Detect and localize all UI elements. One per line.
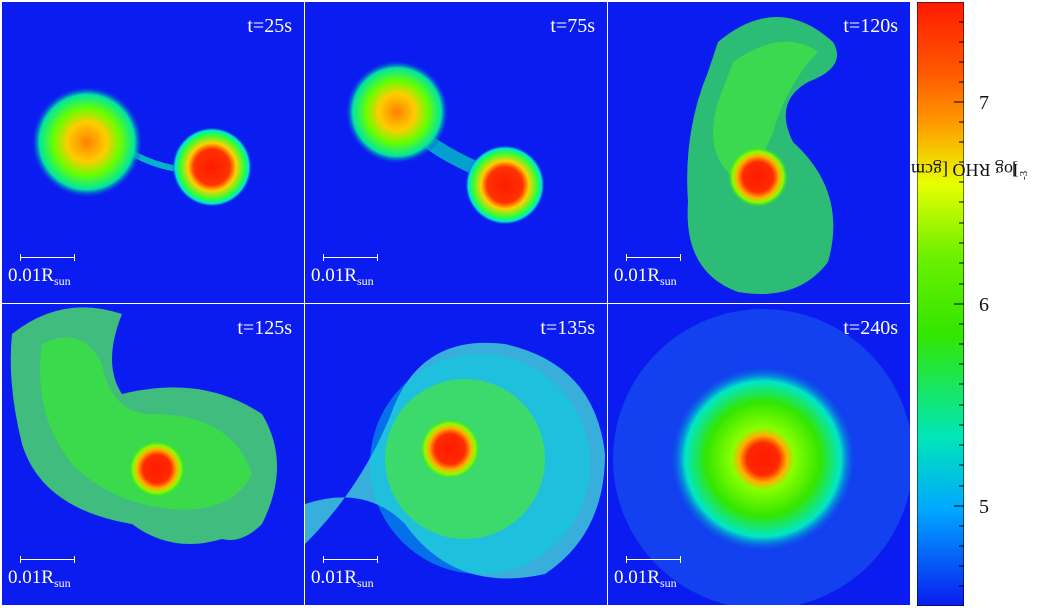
scale-bar <box>20 254 75 262</box>
scale-label: 0.01Rsun <box>311 265 374 288</box>
scale-label: 0.01Rsun <box>614 265 677 288</box>
colorbar-tick-label: 7 <box>979 92 989 114</box>
scale-bar <box>323 556 378 564</box>
density-map <box>345 60 545 225</box>
panel-grid: t=25s 0.01Rsun <box>2 2 911 606</box>
scale-label: 0.01Rsun <box>8 567 71 590</box>
time-label: t=75s <box>550 15 595 37</box>
scale-bar <box>626 556 681 564</box>
colorbar-tick-label: 6 <box>979 294 989 316</box>
density-map <box>305 342 605 579</box>
panel-t120: t=120s 0.01Rsun <box>608 2 911 304</box>
time-label: t=120s <box>843 15 898 37</box>
time-label: t=25s <box>247 15 292 37</box>
time-label: t=240s <box>843 317 898 339</box>
scale-label: 0.01Rsun <box>614 567 677 590</box>
colorbar-tick-label: 5 <box>979 496 989 518</box>
scale-label: 0.01Rsun <box>8 265 71 288</box>
density-map <box>687 17 838 294</box>
time-label: t=125s <box>237 317 292 339</box>
density-map <box>613 309 910 605</box>
panel-t75: t=75s 0.01Rsun <box>305 2 608 304</box>
scale-bar <box>20 556 75 564</box>
scale-bar <box>323 254 378 262</box>
scale-bar <box>626 254 681 262</box>
panel-t125: t=125s 0.01Rsun <box>2 304 305 606</box>
panel-t240: t=240s 0.01Rsun <box>608 304 911 606</box>
panel-t25: t=25s 0.01Rsun <box>2 2 305 304</box>
scale-label: 0.01Rsun <box>311 567 374 590</box>
density-map <box>10 307 277 544</box>
panel-t135: t=135s 0.01Rsun <box>305 304 608 606</box>
colorbar <box>917 2 964 606</box>
density-map <box>31 86 252 207</box>
time-label: t=135s <box>540 317 595 339</box>
